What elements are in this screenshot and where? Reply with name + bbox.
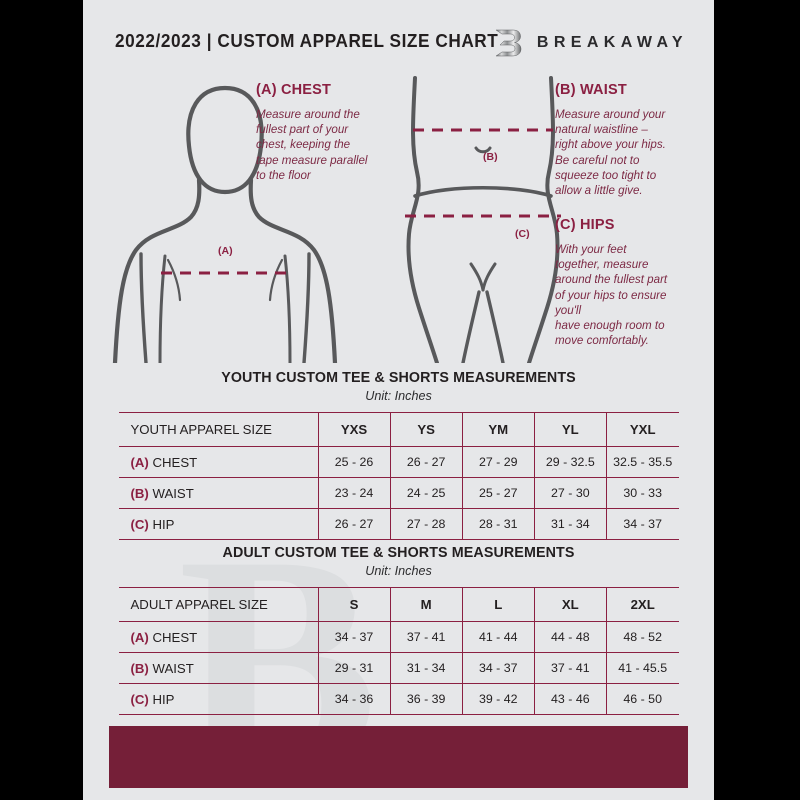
adult-row-label-waist: (B) WAIST xyxy=(118,652,319,684)
youth-hip-4: 34 - 37 xyxy=(605,508,679,540)
adult-chest-0: 34 - 37 xyxy=(317,621,391,653)
callout-chest-title: (A) CHEST xyxy=(256,82,332,98)
callout-waist: (B) WAIST Measure around your natural wa… xyxy=(555,82,697,198)
youth-col-0: YXS xyxy=(317,412,391,447)
youth-waist-1: 24 - 25 xyxy=(389,477,463,509)
adult-chest-3: 44 - 48 xyxy=(533,621,607,653)
adult-waist-2: 34 - 37 xyxy=(461,652,535,684)
callout-hips: (C) HIPS With your feet together, measur… xyxy=(555,217,700,348)
youth-chest-0: 25 - 26 xyxy=(317,446,391,478)
youth-row-name-waist: WAIST xyxy=(152,485,194,501)
callout-waist-title: (B) WAIST xyxy=(555,82,627,98)
adult-row-label-hip: (C) HIP xyxy=(118,683,319,715)
callout-waist-body: Measure around your natural waistline – … xyxy=(555,108,666,198)
youth-waist-3: 27 - 30 xyxy=(533,477,607,509)
front-torso-figure xyxy=(112,85,338,363)
adult-table-unit: Unit: Inches xyxy=(365,564,432,578)
breakaway-b-logo-icon xyxy=(495,29,522,57)
callout-chest: (A) CHEST Measure around the fullest par… xyxy=(256,82,406,183)
chest-measure-label: (A) xyxy=(218,245,233,257)
table-row: (A) CHEST 34 - 37 37 - 41 41 - 44 44 - 4… xyxy=(118,621,679,653)
youth-row-label-waist: (B) WAIST xyxy=(118,477,319,509)
adult-hip-3: 43 - 46 xyxy=(533,683,607,715)
adult-hip-0: 34 - 36 xyxy=(317,683,391,715)
youth-table-section: YOUTH CUSTOM TEE & SHORTS MEASUREMENTS U… xyxy=(83,370,714,540)
youth-row-tag-chest: (A) xyxy=(130,454,149,470)
youth-row-name-chest: CHEST xyxy=(152,454,198,470)
table-row: (B) WAIST 29 - 31 31 - 34 34 - 37 37 - 4… xyxy=(118,652,679,684)
youth-col-3: YL xyxy=(533,412,607,447)
youth-chest-1: 26 - 27 xyxy=(389,446,463,478)
youth-table-unit: Unit: Inches xyxy=(365,389,432,403)
table-row-header: YOUTH APPAREL SIZE YXS YS YM YL YXL xyxy=(118,412,679,447)
adult-row-name-chest: CHEST xyxy=(152,629,198,645)
adult-waist-1: 31 - 34 xyxy=(389,652,463,684)
waist-measure-label: (B) xyxy=(483,151,498,163)
table-row: (B) WAIST 23 - 24 24 - 25 25 - 27 27 - 3… xyxy=(118,477,679,509)
adult-waist-4: 41 - 45.5 xyxy=(605,652,679,684)
page-header: 2022/2023 | CUSTOM APPAREL SIZE CHART BR… xyxy=(83,0,714,70)
youth-chest-3: 29 - 32.5 xyxy=(533,446,607,478)
youth-chest-2: 27 - 29 xyxy=(461,446,535,478)
brand-name: BREAKAWAY xyxy=(536,34,688,51)
footer-accent-bar xyxy=(109,726,688,788)
hips-measure-label: (C) xyxy=(515,228,530,240)
youth-hip-3: 31 - 34 xyxy=(533,508,607,540)
adult-row-tag-waist: (B) xyxy=(130,660,149,676)
youth-row-tag-hip: (C) xyxy=(130,516,149,532)
adult-row-tag-hip: (C) xyxy=(130,691,149,707)
callout-chest-body: Measure around the fullest part of your … xyxy=(256,108,368,182)
measurement-diagrams: (A) (B) (C) xyxy=(83,62,714,363)
callout-hips-body: With your feet together, measure around … xyxy=(555,243,668,348)
youth-waist-2: 25 - 27 xyxy=(461,477,535,509)
adult-col-0: S xyxy=(317,587,391,622)
adult-hip-1: 36 - 39 xyxy=(389,683,463,715)
youth-col-2: YM xyxy=(461,412,535,447)
adult-waist-3: 37 - 41 xyxy=(533,652,607,684)
adult-hip-4: 46 - 50 xyxy=(605,683,679,715)
youth-waist-4: 30 - 33 xyxy=(605,477,679,509)
adult-row-name-hip: HIP xyxy=(152,691,175,707)
youth-row-tag-waist: (B) xyxy=(130,485,149,501)
youth-size-table: YOUTH APPAREL SIZE YXS YS YM YL YXL (A) … xyxy=(118,412,679,540)
youth-col-4: YXL xyxy=(605,412,679,447)
adult-row-tag-chest: (A) xyxy=(130,629,149,645)
adult-chest-1: 37 - 41 xyxy=(389,621,463,653)
table-row: (C) HIP 26 - 27 27 - 28 28 - 31 31 - 34 … xyxy=(118,508,679,540)
callout-hips-title: (C) HIPS xyxy=(555,217,615,233)
adult-chest-2: 41 - 44 xyxy=(461,621,535,653)
adult-row-header-label: ADULT APPAREL SIZE xyxy=(118,587,319,622)
youth-table-title: YOUTH CUSTOM TEE & SHORTS MEASUREMENTS xyxy=(221,370,576,386)
youth-chest-4: 32.5 - 35.5 xyxy=(605,446,679,478)
waist-hips-figure xyxy=(405,76,561,363)
adult-col-2: L xyxy=(461,587,535,622)
youth-row-name-hip: HIP xyxy=(152,516,175,532)
table-row-header: ADULT APPAREL SIZE S M L XL 2XL xyxy=(118,587,679,622)
youth-waist-0: 23 - 24 xyxy=(317,477,391,509)
brand-lockup: BREAKAWAY xyxy=(493,27,688,59)
adult-hip-2: 39 - 42 xyxy=(461,683,535,715)
youth-row-header-label: YOUTH APPAREL SIZE xyxy=(118,412,319,447)
youth-hip-2: 28 - 31 xyxy=(461,508,535,540)
page-title: 2022/2023 | CUSTOM APPAREL SIZE CHART xyxy=(115,30,499,51)
adult-col-1: M xyxy=(389,587,463,622)
adult-table-title: ADULT CUSTOM TEE & SHORTS MEASUREMENTS xyxy=(222,545,575,561)
adult-row-label-chest: (A) CHEST xyxy=(118,621,319,653)
youth-hip-0: 26 - 27 xyxy=(317,508,391,540)
adult-table-section: ADULT CUSTOM TEE & SHORTS MEASUREMENTS U… xyxy=(83,545,714,715)
adult-chest-4: 48 - 52 xyxy=(605,621,679,653)
adult-size-table: ADULT APPAREL SIZE S M L XL 2XL (A) CHES… xyxy=(118,587,679,715)
table-row: (A) CHEST 25 - 26 26 - 27 27 - 29 29 - 3… xyxy=(118,446,679,478)
adult-waist-0: 29 - 31 xyxy=(317,652,391,684)
youth-row-label-chest: (A) CHEST xyxy=(118,446,319,478)
youth-row-label-hip: (C) HIP xyxy=(118,508,319,540)
table-row: (C) HIP 34 - 36 36 - 39 39 - 42 43 - 46 … xyxy=(118,683,679,715)
size-chart-page: B 2022/2023 | CUSTOM APPAREL SIZE CHART … xyxy=(83,0,714,800)
youth-hip-1: 27 - 28 xyxy=(389,508,463,540)
youth-col-1: YS xyxy=(389,412,463,447)
adult-row-name-waist: WAIST xyxy=(152,660,194,676)
adult-col-3: XL xyxy=(533,587,607,622)
adult-col-4: 2XL xyxy=(605,587,679,622)
